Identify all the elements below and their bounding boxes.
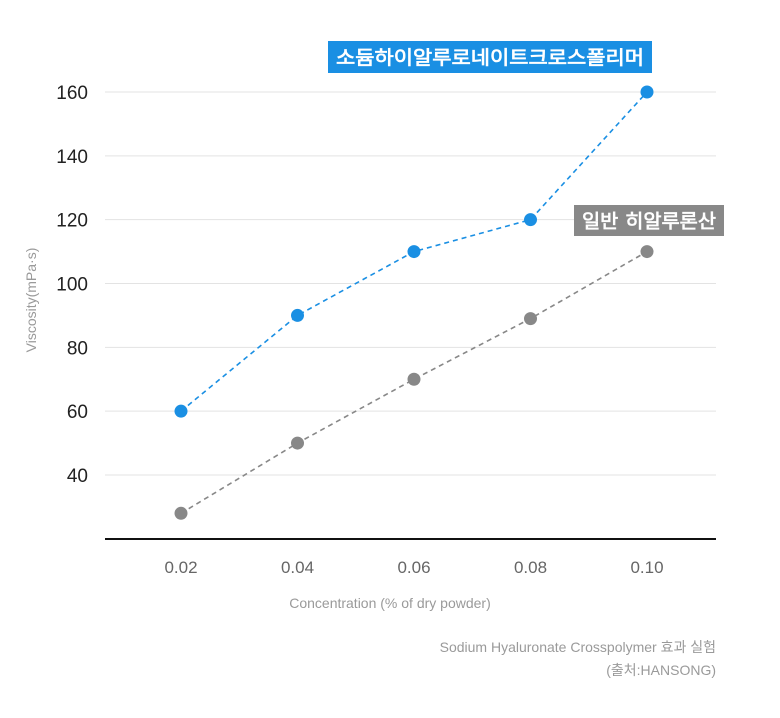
series-label: 일반 히알루론산 bbox=[582, 211, 717, 233]
x-tick-label: 0.04 bbox=[281, 558, 314, 577]
y-tick-label: 160 bbox=[56, 83, 88, 104]
y-tick-label: 100 bbox=[56, 275, 88, 296]
x-tick-labels: 0.02 0.04 0.06 0.08 0.10 bbox=[164, 558, 663, 577]
y-axis-title: Viscosity(mPa·s) bbox=[23, 248, 39, 353]
y-tick-label: 80 bbox=[67, 338, 88, 359]
data-point bbox=[524, 312, 537, 326]
x-tick-label: 0.10 bbox=[630, 558, 663, 577]
data-point bbox=[640, 245, 654, 259]
y-tick-label: 140 bbox=[56, 147, 88, 168]
x-axis-title: Concentration (% of dry powder) bbox=[289, 595, 491, 611]
y-tick-labels: 40 60 80 100 120 140 160 bbox=[56, 83, 88, 487]
caption-experiment: Sodium Hyaluronate Crosspolymer 효과 실험 bbox=[439, 639, 716, 655]
caption-source: (출처:HANSONG) bbox=[606, 662, 716, 678]
data-point bbox=[174, 404, 188, 418]
series-label-badge bbox=[574, 205, 724, 236]
data-point bbox=[407, 372, 421, 386]
series-label-badge bbox=[328, 41, 652, 73]
data-point bbox=[174, 506, 188, 520]
series-lines bbox=[174, 85, 654, 520]
data-point bbox=[524, 213, 537, 227]
gridlines bbox=[105, 91, 716, 476]
series-label: 소듐하이알루로네이트크로스폴리머 bbox=[336, 47, 644, 69]
data-point bbox=[407, 245, 421, 259]
x-tick-label: 0.02 bbox=[164, 558, 197, 577]
y-tick-label: 40 bbox=[67, 466, 88, 487]
x-tick-label: 0.08 bbox=[514, 558, 547, 577]
data-point bbox=[291, 436, 304, 450]
x-tick-label: 0.06 bbox=[397, 558, 430, 577]
y-tick-label: 120 bbox=[56, 211, 88, 232]
y-tick-label: 60 bbox=[67, 402, 88, 423]
data-point bbox=[291, 308, 304, 322]
series-line bbox=[180, 250, 648, 514]
data-point bbox=[640, 85, 654, 99]
